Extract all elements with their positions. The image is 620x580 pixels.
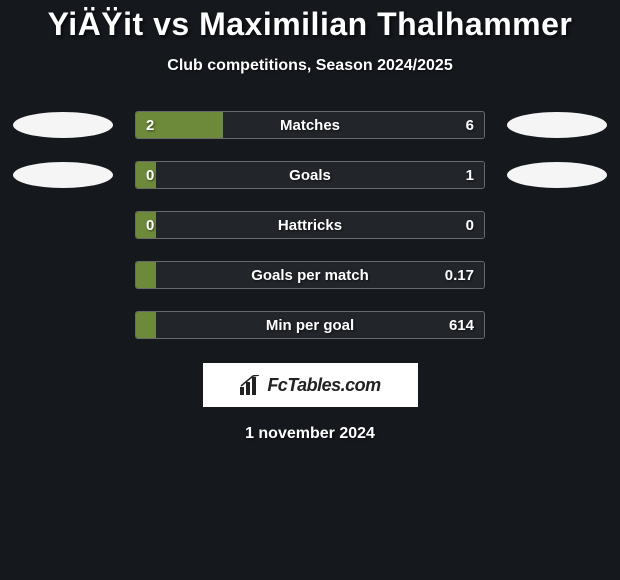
stat-bar: 00Hattricks — [135, 211, 485, 239]
page-title: YiÄŸit vs Maximilian Thalhammer — [0, 0, 620, 43]
stat-value-right: 0.17 — [156, 262, 484, 288]
team-badge-right — [507, 162, 607, 188]
stat-row: 0.17Goals per match — [13, 261, 608, 289]
logo-text: FcTables.com — [267, 375, 380, 396]
stat-bar: 614Min per goal — [135, 311, 485, 339]
stat-value-left: 0 — [136, 212, 156, 238]
team-badge-left — [13, 162, 113, 188]
stat-value-right: 1 — [156, 162, 484, 188]
stat-value-left — [136, 262, 156, 288]
page-subtitle: Club competitions, Season 2024/2025 — [0, 57, 620, 75]
stat-value-left — [136, 312, 156, 338]
stat-value-right: 0 — [156, 212, 484, 238]
bars-icon — [239, 375, 261, 395]
stat-value-right: 6 — [223, 112, 484, 138]
team-badge-right — [507, 112, 607, 138]
stat-row: 00Hattricks — [13, 211, 608, 239]
date-text: 1 november 2024 — [0, 425, 620, 443]
stat-bar: 26Matches — [135, 111, 485, 139]
stats-container: 26Matches 01Goals 00Hattricks 0.17Goals per… — [0, 111, 620, 339]
team-badge-left — [13, 112, 113, 138]
stat-bar: 0.17Goals per match — [135, 261, 485, 289]
stat-value-left: 2 — [136, 112, 223, 138]
stat-row: 01Goals — [13, 161, 608, 189]
stat-value-left: 0 — [136, 162, 156, 188]
logo-box: FcTables.com — [203, 363, 418, 407]
stat-row: 26Matches — [13, 111, 608, 139]
stat-bar: 01Goals — [135, 161, 485, 189]
stat-row: 614Min per goal — [13, 311, 608, 339]
stat-value-right: 614 — [156, 312, 484, 338]
